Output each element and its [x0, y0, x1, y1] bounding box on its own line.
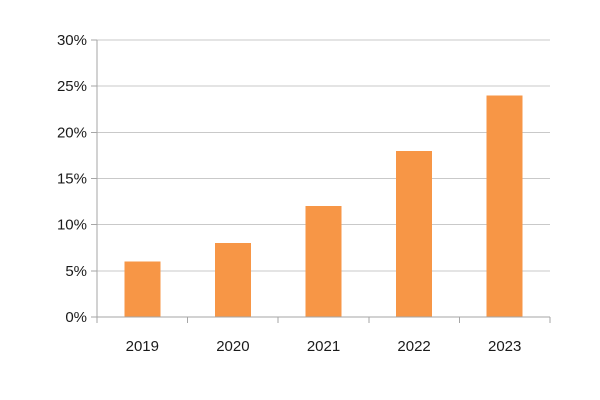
y-axis-tick-label: 0% — [65, 309, 87, 326]
x-axis-label: 2019 — [126, 338, 159, 355]
y-axis-tick-label: 20% — [57, 124, 87, 141]
x-axis-label: 2023 — [488, 338, 521, 355]
y-axis-tick-label: 30% — [57, 32, 87, 49]
x-axis-label: 2021 — [307, 338, 340, 355]
bar-2020 — [214, 243, 251, 317]
bar-2022 — [396, 150, 433, 317]
y-axis-tick-label: 10% — [57, 217, 87, 234]
bar-2021 — [305, 206, 342, 317]
bar-2019 — [124, 261, 161, 317]
y-axis-tick-label: 25% — [57, 78, 87, 95]
bar-2023 — [486, 95, 523, 318]
x-axis-label: 2020 — [216, 338, 249, 355]
x-axis-label: 2022 — [397, 338, 430, 355]
y-axis-tick-label: 15% — [57, 171, 87, 188]
y-axis-tick-label: 5% — [65, 263, 87, 280]
